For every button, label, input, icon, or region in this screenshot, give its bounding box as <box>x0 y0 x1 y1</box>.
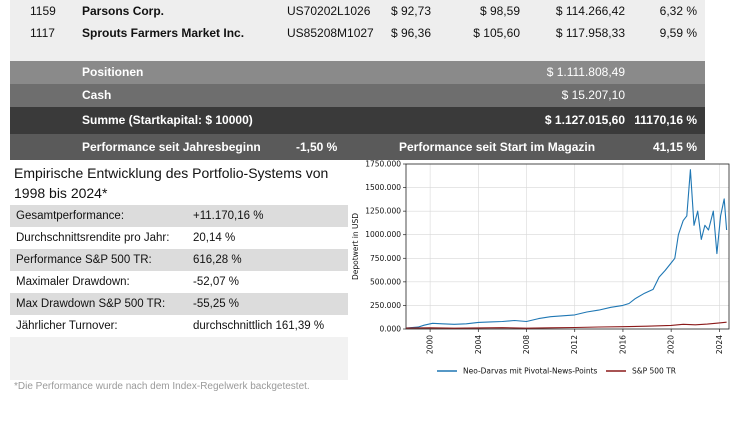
x-axis: 2000 2004 2008 2012 2016 2020 2024 <box>426 329 724 354</box>
stat-label: Durchschnittsrendite pro Jahr: <box>16 232 170 244</box>
stat-label: Gesamtperformance: <box>16 210 125 222</box>
footnote: *Die Performance wurde nach dem Index-Re… <box>14 381 310 392</box>
stats-title: Empirische Entwicklung des Portfolio-Sys… <box>14 165 329 201</box>
y-tick-label: 1250.000 <box>365 207 401 216</box>
row-id: 1117 <box>30 26 55 40</box>
cash-row: Cash $ 15.207,10 <box>10 84 705 107</box>
row-current-price: $ 98,59 <box>479 4 520 18</box>
row-buy-price: $ 96,36 <box>390 26 431 40</box>
x-tick-label: 2000 <box>426 335 435 354</box>
stat-value: 20,14 % <box>193 232 236 244</box>
ytd-value: -1,50 % <box>296 140 338 154</box>
total-row: Summe (Startkapital: $ 10000) $ 1.127.01… <box>10 107 705 134</box>
y-tick-label: 1500.000 <box>365 183 401 192</box>
stat-row: Max Drawdown S&P 500 TR: -55,25 % <box>10 293 348 315</box>
y-tick-label: 1750.000 <box>365 160 401 169</box>
performance-chart: 0.000 250.000 500.000 750.000 1000.000 1250.0… <box>351 160 730 376</box>
stat-row: Maximaler Drawdown: -52,07 % <box>10 271 348 293</box>
table-row: 1117 Sprouts Farmers Market Inc. US85208… <box>10 22 705 44</box>
row-id: 1159 <box>30 4 56 18</box>
stat-value: -55,25 % <box>193 298 240 310</box>
since-start-label: Performance seit Start im Magazin <box>399 140 596 154</box>
total-percent: 11170,16 % <box>634 113 697 127</box>
row-isin: US70202L1026 <box>287 4 371 18</box>
legend-label: Neo-Darvas mit Pivotal-News-Points <box>463 367 598 376</box>
x-tick-label: 2008 <box>522 335 531 354</box>
series-line <box>405 169 728 329</box>
row-value: $ 117.958,33 <box>555 26 625 40</box>
stat-value: 616,28 % <box>193 254 242 266</box>
plot-frame <box>405 163 730 330</box>
panel-background <box>10 337 348 380</box>
row-performance: 9,59 % <box>659 26 697 40</box>
x-tick-label: 2012 <box>570 335 579 354</box>
row-value: $ 114.266,42 <box>555 4 625 18</box>
since-start-value: 41,15 % <box>652 140 697 154</box>
row-isin: US85208M1027 <box>287 26 374 40</box>
chart-legend: Neo-Darvas mit Pivotal-News-Points S&P 50… <box>437 367 676 376</box>
table-row: 1159 Parsons Corp. US70202L1026 $ 92,73 … <box>10 0 705 22</box>
total-label: Summe (Startkapital: $ 10000) <box>82 113 253 127</box>
chart-series <box>405 169 728 329</box>
total-value: $ 1.127.015,60 <box>544 113 625 127</box>
y-tick-label: 500.000 <box>370 277 401 286</box>
positions-label: Positionen <box>82 65 144 79</box>
row-current-price: $ 105,60 <box>473 26 520 40</box>
stat-value: -52,07 % <box>193 276 240 288</box>
row-name: Parsons Corp. <box>82 4 165 18</box>
row-buy-price: $ 92,73 <box>390 4 431 18</box>
stat-row: Jährlicher Turnover: durchschnittlich 16… <box>10 315 348 337</box>
y-tick-label: 250.000 <box>370 301 401 310</box>
stat-label: Max Drawdown S&P 500 TR: <box>16 298 166 310</box>
row-performance: 6,32 % <box>659 4 697 18</box>
table-spacer <box>10 44 705 61</box>
chart-grid <box>406 163 729 330</box>
x-tick-label: 2004 <box>474 335 483 354</box>
stat-value: durchschnittlich 161,39 % <box>193 320 325 332</box>
performance-row: Performance seit Jahresbeginn -1,50 % Pe… <box>10 134 705 160</box>
stat-label: Performance S&P 500 TR: <box>16 254 152 266</box>
y-tick-label: 750.000 <box>370 254 401 263</box>
x-tick-label: 2020 <box>667 335 676 354</box>
x-tick-label: 2016 <box>618 335 627 354</box>
x-tick-label: 2024 <box>715 335 724 354</box>
y-tick-label: 0.000 <box>380 325 402 334</box>
stat-row: Durchschnittsrendite pro Jahr: 20,14 % <box>10 227 348 249</box>
positions-value: $ 1.111.808,49 <box>546 65 625 79</box>
stat-row: Performance S&P 500 TR: 616,28 % <box>10 249 348 271</box>
y-axis-label: Depotwert in USD <box>351 213 360 280</box>
y-axis: 0.000 250.000 500.000 750.000 1000.000 1250.0… <box>365 160 406 334</box>
positions-row: Positionen $ 1.111.808,49 <box>10 61 705 84</box>
stat-label: Maximaler Drawdown: <box>16 276 130 288</box>
ytd-label: Performance seit Jahresbeginn <box>82 140 261 154</box>
cash-label: Cash <box>82 88 112 102</box>
row-name: Sprouts Farmers Market Inc. <box>82 26 245 40</box>
series-line <box>405 321 727 329</box>
stat-label: Jährlicher Turnover: <box>16 320 118 332</box>
stat-row: Gesamtperformance: +11.170,16 % <box>10 205 348 227</box>
cash-value: $ 15.207,10 <box>561 88 625 102</box>
y-tick-label: 1000.000 <box>365 230 401 239</box>
legend-label: S&P 500 TR <box>632 367 676 376</box>
stat-value: +11.170,16 % <box>193 210 264 222</box>
